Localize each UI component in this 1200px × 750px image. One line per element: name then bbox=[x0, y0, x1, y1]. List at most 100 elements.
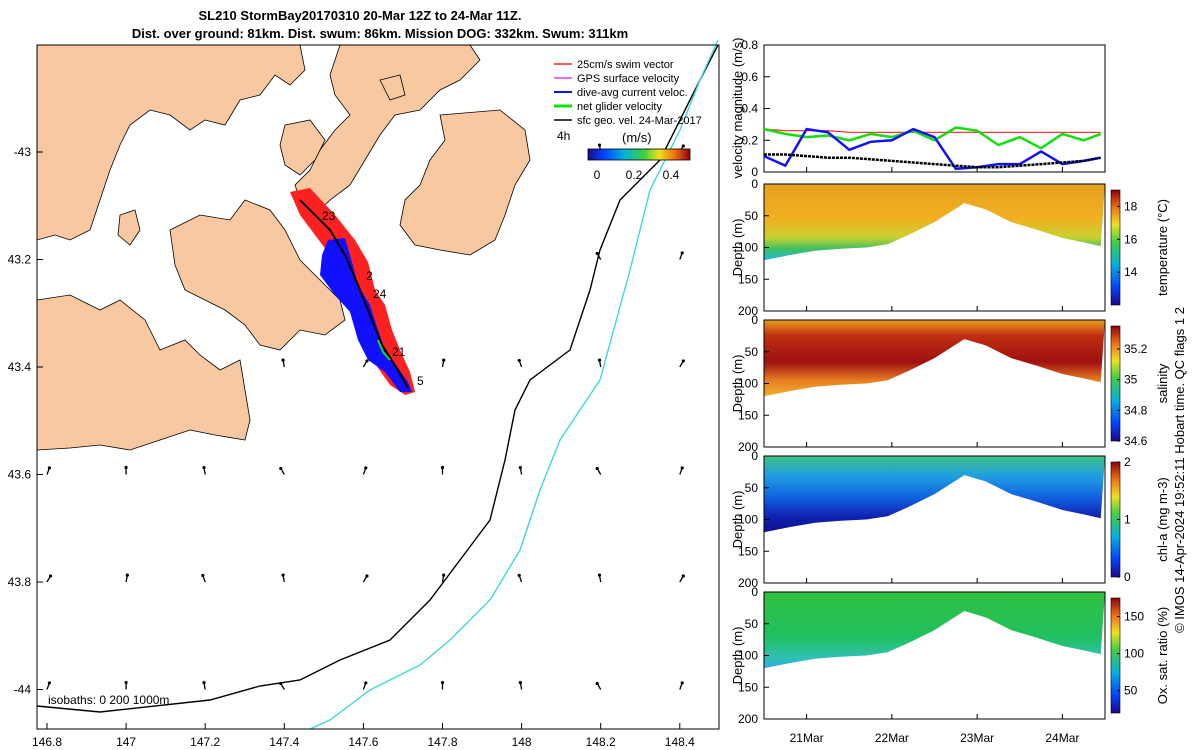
geo-vector-head bbox=[442, 358, 446, 362]
time-xtick-label: 21Mar bbox=[790, 731, 824, 745]
map-legend: 25cm/s swim vector GPS surface velocity … bbox=[554, 59, 702, 182]
geo-vector-head bbox=[124, 465, 128, 470]
map-ytick-label: 43.8 bbox=[8, 575, 32, 589]
map-xtick-label: 146.8 bbox=[32, 735, 62, 749]
map-xtick-label: 147.4 bbox=[269, 735, 299, 749]
colorbar-label: temperature (°C) bbox=[1155, 199, 1170, 296]
land bbox=[37, 45, 531, 451]
figure-title-line1: SL210 StormBay20170310 20-Mar 12Z to 24-… bbox=[198, 8, 521, 23]
time-xtick-label: 22Mar bbox=[875, 731, 909, 745]
geo-vector-head bbox=[202, 681, 206, 685]
map-ytick-label: 43.2 bbox=[8, 253, 32, 267]
credit-text: © IMOS 14-Apr-2024 19:52:11 Hobart time.… bbox=[1172, 307, 1187, 633]
geo-vector-head bbox=[680, 681, 684, 685]
geo-vector-head bbox=[595, 251, 599, 256]
section-colorbar bbox=[1110, 325, 1121, 442]
velocity-ytick-label: 0 bbox=[751, 165, 758, 179]
map-xtick-label: 148.2 bbox=[586, 735, 616, 749]
section-ytick-label: 50 bbox=[745, 209, 759, 223]
section-ytick-label: 50 bbox=[745, 481, 759, 495]
colorbar-unit: (m/s) bbox=[622, 130, 652, 145]
legend-gps-velocity: GPS surface velocity bbox=[554, 73, 680, 85]
geostrophic-vectors bbox=[46, 143, 685, 690]
geo-vector-head bbox=[47, 466, 51, 470]
geo-vector-head bbox=[125, 573, 129, 577]
svg-text:sfc geo. vel. 24-Mar-2017: sfc geo. vel. 24-Mar-2017 bbox=[577, 115, 702, 127]
map-ytick-label: -43 bbox=[14, 145, 32, 159]
section-ytick-label: 100 bbox=[738, 649, 758, 663]
section-data-field bbox=[764, 456, 1105, 533]
svg-text:net glider velocity: net glider velocity bbox=[577, 101, 662, 113]
velocity-ylabel: velocity magnitude (m/s) bbox=[730, 38, 745, 179]
section-salinity: 0 50 100 150 200 Depth (m) 34.6 34.8 35 35.2 salin… bbox=[730, 313, 1170, 454]
map-xtick-label: 148 bbox=[512, 735, 532, 749]
map-xtick-label: 147.6 bbox=[348, 735, 378, 749]
colorbar-label: salinity bbox=[1155, 363, 1170, 403]
day-label-21: 21 bbox=[392, 345, 406, 359]
legend-net-glider-velocity: net glider velocity bbox=[554, 101, 662, 113]
geo-vector-head bbox=[48, 574, 53, 578]
section-ytick-label: 150 bbox=[738, 544, 758, 558]
colorbar-tick-label: 35.2 bbox=[1124, 342, 1148, 356]
section-ytick-label: 0 bbox=[751, 449, 758, 463]
map-xtick-label: 147 bbox=[116, 735, 136, 749]
velocity-panel: 0 0.2 0.4 0.6 0.8 velocity magnitude (m/s) bbox=[730, 38, 1106, 179]
day-label-5: 5 bbox=[417, 374, 424, 388]
geo-vector-head bbox=[201, 573, 205, 578]
section-data-field bbox=[764, 592, 1105, 669]
section-ytick-label: 100 bbox=[738, 513, 758, 527]
legend-swim-vector: 25cm/s swim vector bbox=[554, 59, 674, 71]
section-ylabel: Depth (m) bbox=[730, 627, 745, 685]
section-ytick-label: 0 bbox=[751, 177, 758, 191]
time-xtick-label: 23Mar bbox=[960, 731, 994, 745]
section-data-field bbox=[764, 184, 1105, 261]
section-colorbar bbox=[1110, 189, 1121, 306]
section-ytick-label: 150 bbox=[738, 408, 758, 422]
isobath-200 bbox=[36, 44, 719, 713]
colorbar-tick-label: 0 bbox=[1124, 570, 1131, 584]
geo-vector-head bbox=[597, 573, 602, 577]
legend-sfc-geo-velocity: sfc geo. vel. 24-Mar-2017 bbox=[554, 115, 702, 127]
geo-vector-head bbox=[124, 680, 128, 685]
svg-text:25cm/s swim vector: 25cm/s swim vector bbox=[577, 59, 674, 71]
track-current-vectors bbox=[320, 238, 412, 392]
section-data-field bbox=[764, 320, 1105, 397]
map-xtick-label: 147.8 bbox=[427, 735, 457, 749]
map-ytick-label: 43.4 bbox=[8, 360, 32, 374]
section-ytick-label: 50 bbox=[745, 345, 759, 359]
velocity-ytick-label: 0.6 bbox=[741, 70, 758, 84]
section-colorbar bbox=[1110, 597, 1121, 714]
section-ytick-label: 200 bbox=[738, 304, 758, 318]
geo-vector-head bbox=[681, 574, 685, 578]
geo-vector-head bbox=[364, 466, 368, 470]
section-ytick-label: 150 bbox=[738, 272, 758, 286]
colorbar-tick-0: 0 bbox=[594, 168, 601, 182]
geo-vector-head bbox=[281, 358, 285, 362]
geo-vector-head bbox=[517, 573, 521, 578]
section-ylabel: Depth (m) bbox=[730, 355, 745, 413]
geo-vector-head bbox=[597, 143, 602, 147]
geo-vector-head bbox=[595, 466, 599, 471]
colorbar-tick-label: 1 bbox=[1124, 513, 1131, 527]
geo-vector-head bbox=[202, 466, 206, 470]
velocity-series-line bbox=[763, 126, 1102, 150]
colorbar-tick-label: 150 bbox=[1124, 610, 1144, 624]
track-net-velocity bbox=[377, 339, 391, 361]
velocity-ytick-label: 0.4 bbox=[741, 102, 758, 116]
day-label-2: 2 bbox=[366, 269, 373, 283]
colorbar-tick-label: 2 bbox=[1124, 455, 1131, 469]
section-ylabel: Depth (m) bbox=[730, 219, 745, 277]
colorbar-tick-label: 34.8 bbox=[1124, 403, 1148, 417]
colorbar-tick-label: 35 bbox=[1124, 373, 1138, 387]
colorbar-label: chl-a (mg m-3) bbox=[1155, 477, 1170, 562]
svg-text:GPS surface velocity: GPS surface velocity bbox=[577, 73, 680, 85]
map-axes: 146.8 147 147.2 147.4 147.6 147.8 148 148.2 148.… bbox=[8, 145, 695, 749]
map-ytick-label: -44 bbox=[14, 683, 32, 697]
map-ytick-label: 43.6 bbox=[8, 468, 32, 482]
velocity-frame bbox=[763, 44, 1106, 173]
geo-vector-head bbox=[518, 681, 522, 685]
geo-vector-head bbox=[517, 358, 521, 363]
time-xtick-label: 24Mar bbox=[1045, 731, 1079, 745]
